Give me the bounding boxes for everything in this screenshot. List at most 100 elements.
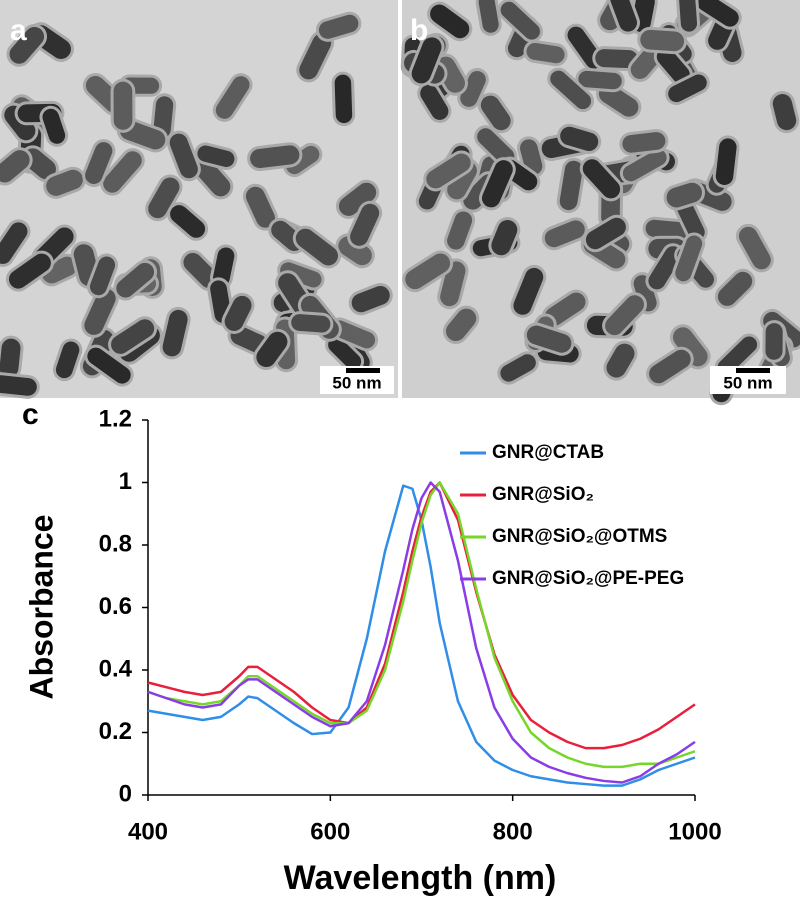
nanorod-core [544, 292, 586, 326]
nanorod-core [622, 149, 667, 182]
scale-bar [736, 368, 770, 373]
nanorod [497, 351, 539, 385]
nanorod-core [668, 74, 707, 103]
nanorod [81, 285, 119, 338]
nanorod [523, 322, 575, 356]
nanorod-core [491, 219, 518, 256]
nanorod-core [426, 153, 471, 189]
nanorod [145, 174, 183, 222]
nanorod [0, 372, 40, 399]
nanorod [510, 264, 547, 318]
nanorod-core [103, 151, 142, 193]
nanorod [5, 250, 54, 292]
nanorod [714, 268, 756, 309]
nanorod-core [256, 331, 288, 368]
nanorod-core [656, 47, 690, 84]
nanorod [110, 78, 136, 133]
nanorod-core [480, 95, 511, 131]
nanorod-core [481, 160, 513, 208]
nanorod [675, 0, 701, 35]
nanorod [402, 250, 454, 293]
nanorod-core [55, 341, 80, 379]
nanorod [408, 34, 445, 87]
nanorod-core [338, 236, 372, 266]
x-tick-label: 1000 [668, 818, 721, 845]
nanorod-core [46, 169, 83, 196]
nanorod [547, 67, 595, 113]
nanorod-core [697, 0, 739, 27]
nanorod-core [299, 33, 332, 80]
legend-label: GNR@SiO₂@OTMS [492, 526, 667, 547]
nanorod-core [765, 323, 783, 360]
nanorod-core [420, 84, 449, 120]
nanorod-core [550, 70, 592, 110]
nanorod [582, 214, 629, 253]
nanorod [277, 259, 325, 291]
nanorod-core [245, 186, 276, 228]
x-tick-label: 600 [310, 818, 350, 845]
nanorod-core [447, 211, 473, 250]
nanorod-core [405, 253, 451, 290]
nanorod [331, 71, 356, 127]
nanorod-core [8, 253, 51, 289]
nanorod [637, 26, 688, 55]
nanorod [221, 292, 255, 334]
nanorod [159, 306, 191, 360]
x-tick-label: 800 [493, 818, 533, 845]
nanorod [0, 335, 24, 381]
nanorod-core [411, 37, 442, 84]
nanorod [335, 179, 380, 219]
nanorod [646, 346, 694, 387]
y-tick-label: 0.6 [99, 593, 132, 620]
nanorod-core [526, 325, 572, 353]
nanorod [669, 324, 711, 370]
nanorod [167, 202, 209, 241]
nanorod-core [250, 145, 300, 169]
nanorod [556, 157, 586, 214]
nanorod-core [351, 285, 390, 313]
nanorod [712, 135, 740, 188]
nanorod [541, 217, 588, 251]
nanorod [296, 30, 335, 83]
nanorod [575, 67, 625, 93]
nanorod-core [215, 76, 250, 119]
nanorod-core [526, 42, 565, 64]
nanorod-core [606, 343, 635, 378]
nanorod-core [194, 158, 231, 197]
nanorod-core [280, 262, 322, 288]
nanorod [477, 92, 514, 134]
data-line [147, 484, 696, 787]
nanorod [665, 71, 710, 106]
nanorod [762, 320, 786, 363]
nanorod-core [89, 256, 116, 296]
nanorod [39, 105, 69, 147]
nanorod-core [9, 26, 45, 64]
nanorod [672, 232, 706, 285]
nanorod-core [578, 70, 622, 90]
nanorod-core [84, 288, 116, 335]
y-tick-label: 0.4 [99, 655, 133, 682]
nanorod-core [640, 29, 685, 52]
nanorod-core [678, 0, 698, 32]
nanorod-core [286, 145, 320, 175]
nanorod-core [224, 295, 252, 331]
nanorod [423, 150, 474, 192]
nanorod-core [162, 309, 188, 357]
data-line [147, 481, 696, 784]
nanorod [52, 338, 83, 382]
nanorod-core [338, 182, 377, 216]
nanorod-core [585, 217, 626, 250]
nanorod [86, 253, 119, 299]
nanorod [166, 130, 201, 182]
nanorod-core [116, 262, 155, 298]
nanorod-core [111, 319, 155, 354]
nanorod [84, 344, 134, 387]
nanorod [82, 139, 116, 188]
nanorod-core [544, 220, 585, 248]
panel-label: b [410, 14, 428, 47]
nanorod [488, 216, 521, 259]
nanorod-core [0, 375, 37, 396]
data-line [147, 481, 696, 750]
nanorod [113, 259, 158, 301]
nanorod [191, 155, 234, 200]
